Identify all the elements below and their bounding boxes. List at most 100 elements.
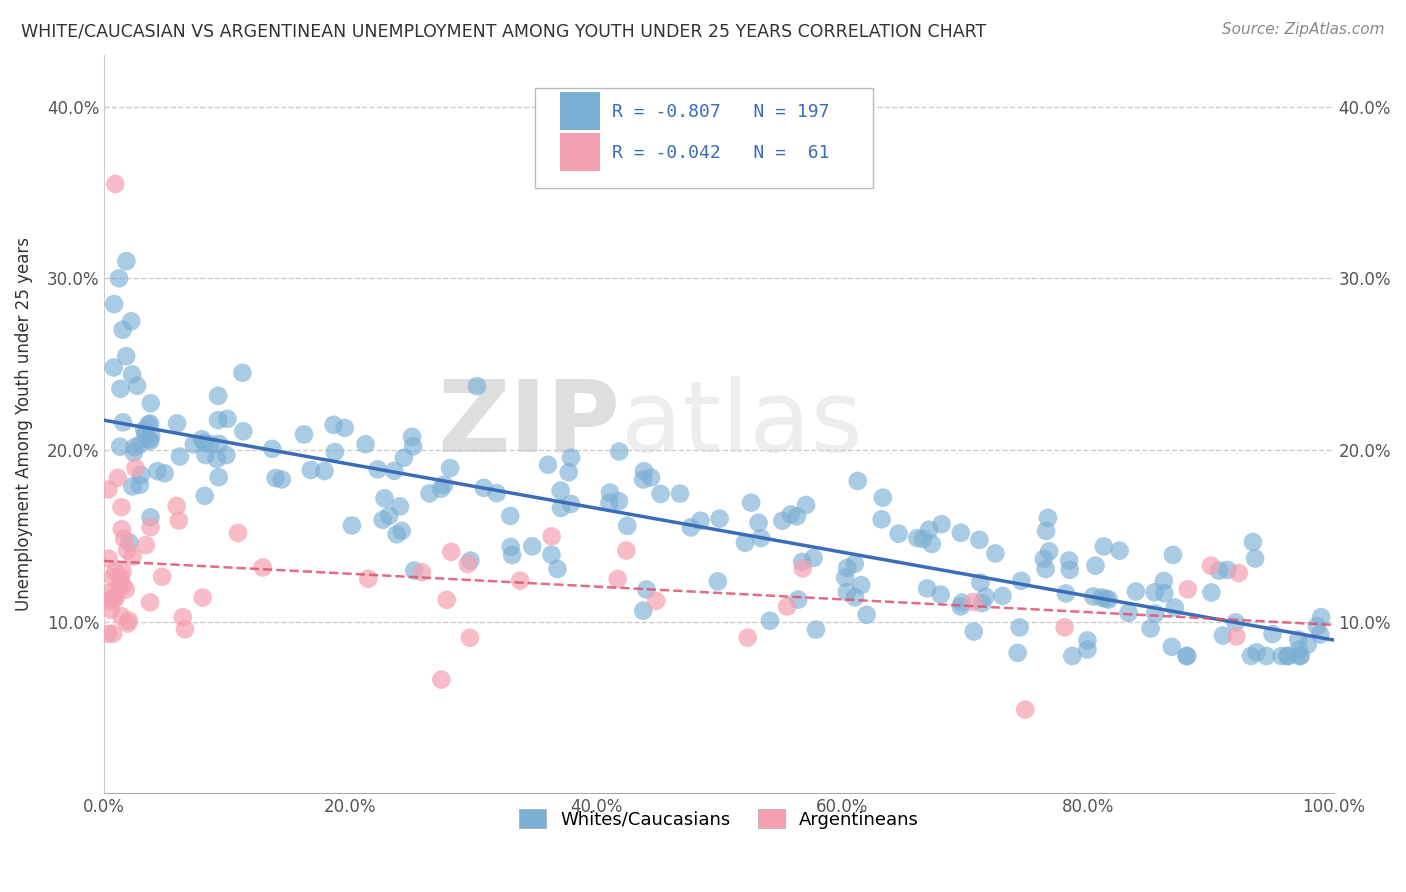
Point — [1225, 629, 1247, 643]
Point — [918, 523, 941, 537]
Point — [101, 591, 124, 605]
Point — [786, 509, 808, 524]
Y-axis label: Unemployment Among Youth under 25 years: Unemployment Among Youth under 25 years — [15, 237, 32, 611]
Point — [804, 623, 827, 637]
Point — [509, 574, 531, 588]
Point — [100, 594, 122, 608]
Point — [183, 437, 205, 451]
Point — [1095, 591, 1118, 606]
Point — [439, 461, 461, 475]
Point — [776, 599, 799, 614]
Point — [382, 464, 405, 478]
Point — [150, 570, 173, 584]
Point — [970, 596, 993, 610]
Point — [1175, 648, 1198, 663]
Point — [550, 483, 572, 498]
Text: R = -0.807   N = 197: R = -0.807 N = 197 — [612, 103, 830, 121]
Point — [855, 607, 877, 622]
Point — [385, 527, 408, 541]
Point — [1289, 648, 1312, 663]
Point — [1035, 562, 1057, 576]
Point — [614, 543, 637, 558]
Point — [322, 417, 344, 432]
Point — [537, 458, 560, 472]
Point — [104, 565, 127, 579]
Point — [1201, 585, 1223, 599]
Point — [411, 566, 433, 580]
Point — [851, 578, 873, 592]
Point — [1175, 648, 1198, 663]
Point — [560, 450, 582, 465]
Point — [1143, 585, 1166, 599]
Point — [270, 472, 292, 486]
Point — [110, 571, 132, 585]
Point — [118, 535, 141, 549]
Point — [357, 572, 380, 586]
Point — [1144, 607, 1167, 621]
Point — [124, 461, 146, 475]
Point — [1310, 610, 1333, 624]
Point — [844, 591, 866, 605]
Point — [207, 413, 229, 427]
Point — [373, 491, 395, 506]
Point — [166, 417, 188, 431]
Point — [314, 464, 336, 478]
Point — [111, 565, 134, 579]
Point — [430, 673, 453, 687]
Point — [787, 592, 810, 607]
Point — [139, 510, 162, 524]
Point — [111, 323, 134, 337]
Point — [458, 631, 481, 645]
Point — [97, 586, 120, 600]
Point — [1271, 648, 1294, 663]
Point — [1091, 591, 1114, 605]
Point — [139, 520, 162, 534]
Point — [749, 531, 772, 545]
Point — [607, 494, 630, 508]
Point — [1212, 628, 1234, 642]
Point — [1161, 548, 1184, 562]
Point — [540, 529, 562, 543]
Point — [636, 582, 658, 597]
Point — [378, 508, 401, 523]
Point — [117, 543, 139, 558]
Point — [1261, 627, 1284, 641]
Point — [262, 442, 284, 456]
Point — [1125, 584, 1147, 599]
Point — [97, 627, 120, 641]
Text: atlas: atlas — [620, 376, 862, 473]
Point — [226, 526, 249, 541]
Point — [440, 545, 463, 559]
Point — [1240, 648, 1263, 663]
Point — [1059, 563, 1081, 577]
Point — [401, 430, 423, 444]
Point — [134, 427, 156, 442]
Point — [599, 485, 621, 500]
Point — [138, 433, 160, 447]
Point — [129, 467, 152, 482]
Point — [457, 557, 479, 571]
Point — [844, 557, 866, 571]
Point — [108, 440, 131, 454]
Point — [931, 517, 953, 532]
Point — [205, 452, 228, 467]
Point — [110, 609, 132, 624]
Point — [371, 513, 394, 527]
Point — [465, 379, 488, 393]
Point — [433, 477, 456, 491]
Point — [1256, 648, 1278, 663]
Point — [323, 445, 346, 459]
Point — [640, 470, 662, 484]
Point — [1306, 619, 1329, 633]
Point — [115, 582, 138, 597]
Point — [107, 471, 129, 485]
Point — [111, 415, 134, 429]
Point — [792, 561, 814, 575]
Point — [460, 553, 482, 567]
Point — [929, 588, 952, 602]
Point — [499, 540, 522, 554]
Point — [418, 486, 440, 500]
Point — [172, 610, 194, 624]
Point — [121, 368, 143, 382]
Point — [984, 546, 1007, 560]
